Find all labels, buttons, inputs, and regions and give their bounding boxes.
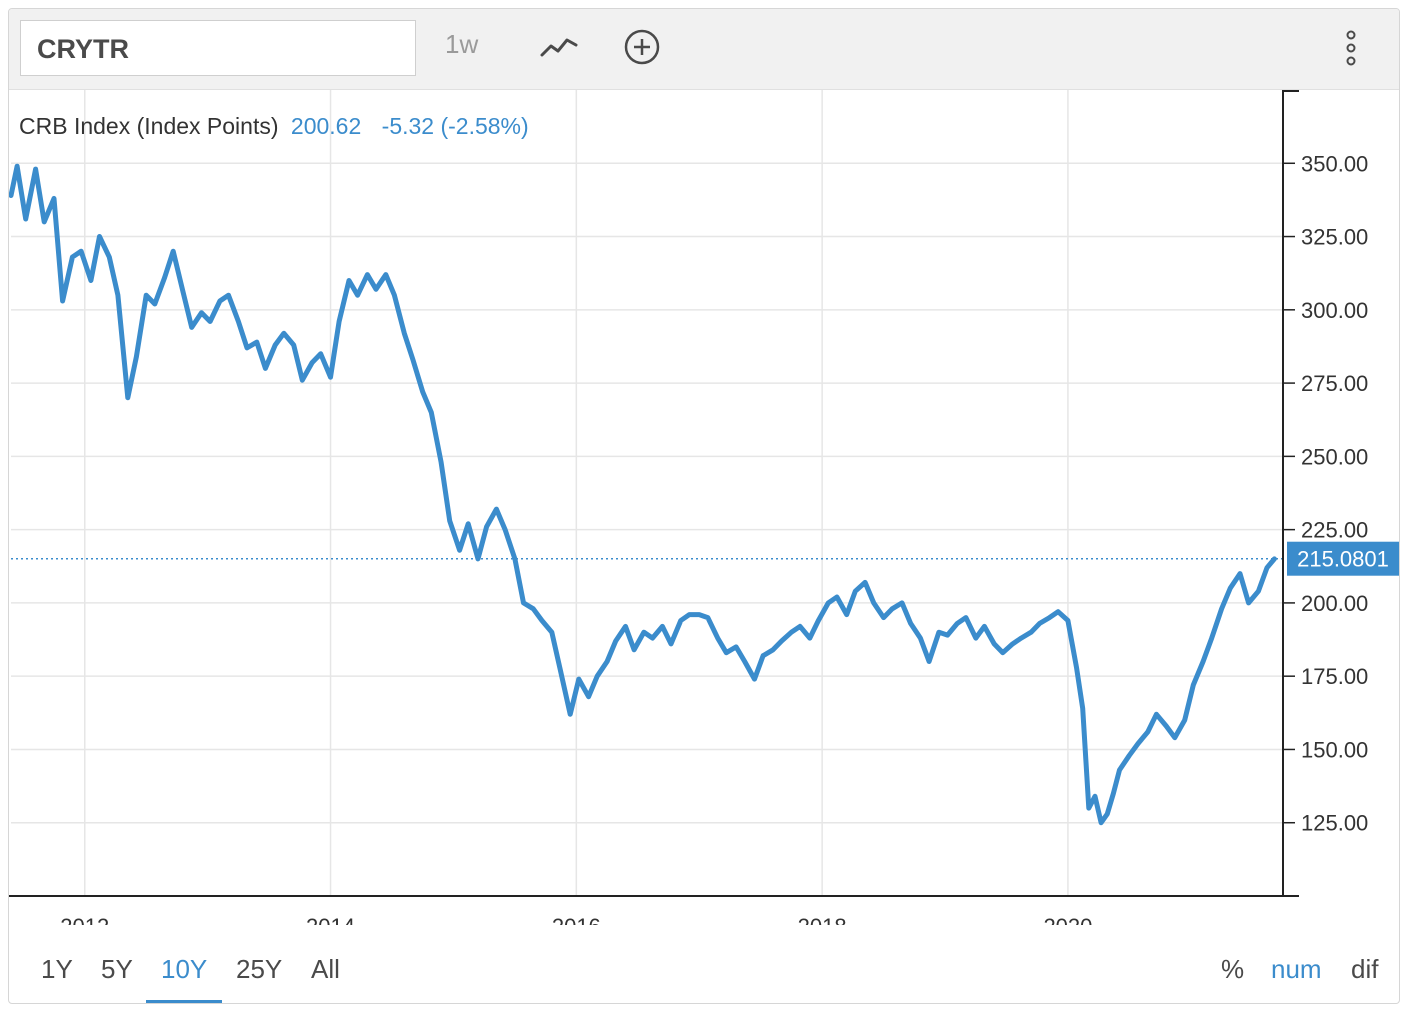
more-vertical-icon[interactable] [1341, 29, 1361, 69]
x-tick-label: 2014 [306, 914, 355, 925]
range-button-all[interactable]: All [311, 954, 340, 984]
interval-selector[interactable]: 1w [445, 29, 479, 59]
y-tick-label: 175.00 [1301, 664, 1368, 689]
legend-series-name: CRB Index (Index Points) [19, 113, 279, 139]
current-value-tag-text: 215.0801 [1297, 547, 1389, 572]
y-tick-label: 275.00 [1301, 371, 1368, 396]
legend-change: -5.32 (-2.58%) [382, 113, 529, 139]
axes [9, 90, 1299, 897]
range-button-10y[interactable]: 10Y [161, 954, 208, 984]
grid-lines [11, 90, 1283, 896]
y-tick-label: 300.00 [1301, 298, 1368, 323]
range-button-25y[interactable]: 25Y [236, 954, 283, 984]
add-circle-icon[interactable] [623, 28, 661, 66]
symbol-input[interactable]: CRYTR [20, 20, 416, 76]
current-value-tag: 215.0801 [1287, 541, 1399, 576]
x-tick-label: 2020 [1043, 914, 1092, 925]
y-tick-label: 325.00 [1301, 225, 1368, 250]
y-tick-label: 250.00 [1301, 444, 1368, 469]
mode-button-dif[interactable]: dif [1351, 954, 1379, 984]
chart-toolbar: CRYTR 1w [9, 9, 1399, 90]
x-tick-label: 2012 [60, 914, 109, 925]
y-tick-label: 125.00 [1301, 811, 1368, 836]
active-range-indicator [146, 1000, 222, 1003]
y-tick-label: 225.00 [1301, 518, 1368, 543]
mode-button-percent[interactable]: % [1221, 954, 1245, 984]
current-value-tag-bg [1287, 541, 1399, 576]
y-tick-label: 200.00 [1301, 591, 1368, 616]
series-line-crb [9, 163, 1277, 826]
range-button-5y[interactable]: 5Y [101, 954, 133, 984]
y-tick-label: 350.00 [1301, 151, 1368, 176]
price-chart[interactable]: CRB Index (Index Points) 200.62 -5.32 (-… [9, 90, 1400, 925]
range-button-1y[interactable]: 1Y [41, 954, 73, 984]
y-tick-label: 150.00 [1301, 737, 1368, 762]
x-tick-label: 2018 [798, 914, 847, 925]
line-chart-icon[interactable] [539, 35, 579, 61]
legend-text: CRB Index (Index Points) 200.62 -5.32 (-… [19, 113, 529, 139]
chart-widget: CRYTR 1w CRB Index (Index Points) 200.62… [8, 8, 1400, 1004]
mode-button-num[interactable]: num [1271, 954, 1322, 984]
legend-value: 200.62 [291, 113, 361, 139]
x-tick-label: 2016 [552, 914, 601, 925]
y-axis-ticks: 350.00 325.00 300.00 275.00 250.00 225.00 200.… [1283, 151, 1368, 836]
x-axis-ticks: 2012 2014 2016 2018 2020 [60, 914, 1092, 925]
chart-footer: 1Y 5Y 10Y 25Y All % num dif [9, 944, 1399, 1003]
